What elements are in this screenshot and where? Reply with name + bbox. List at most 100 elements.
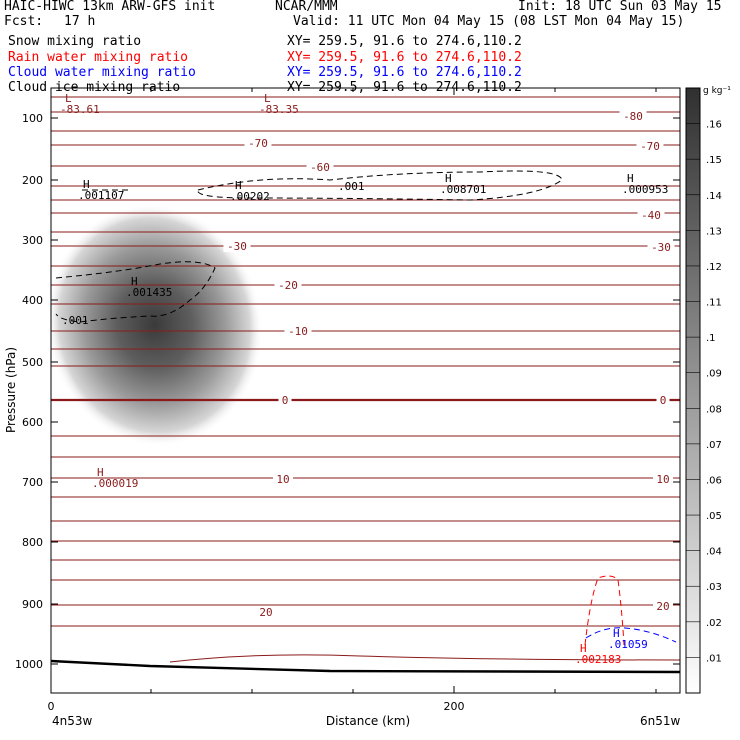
isotherm-line (169, 654, 680, 663)
y-tick-label: 300 (22, 234, 43, 247)
terrain-line (51, 659, 680, 674)
hl-value: -83.61 (60, 103, 100, 116)
isotherm-label: -60 (310, 161, 330, 174)
colorbar (685, 87, 701, 694)
hl-letter: H (131, 275, 138, 288)
isotherm-label: -10 (288, 325, 308, 338)
endpoint-right-label: 6n51w (640, 714, 681, 728)
field-xy-rain: XY= 259.5, 91.6 to 274.6,110.2 (287, 50, 522, 65)
colorbar-tick-label: .02 (706, 618, 722, 629)
colorbar-tick-label: .09 (706, 369, 722, 380)
colorbar-tick-label: .16 (706, 120, 722, 131)
hl-letter: H (83, 178, 90, 191)
header-fcst-value: 17 h (64, 14, 96, 29)
snow-contour (55, 261, 216, 323)
hl-letter: L (65, 92, 72, 105)
y-tick-label: 800 (22, 536, 43, 549)
hl-value: .001435 (126, 286, 172, 299)
colorbar-tick-label: .15 (706, 155, 722, 166)
hl-letter: H (613, 627, 620, 640)
isotherm-label-bg (278, 394, 292, 406)
field-label-cloud-water: Cloud water mixing ratio (8, 65, 196, 80)
isotherm-label: 20 (656, 600, 669, 613)
hl-value: .008701 (440, 183, 486, 196)
colorbar-tick-label: .11 (706, 298, 722, 309)
field-xy-cloud-water: XY= 259.5, 91.6 to 274.6,110.2 (287, 65, 522, 80)
hl-letter: H (627, 172, 634, 185)
contour-label: .001 (62, 314, 89, 327)
isotherm-label: 10 (656, 473, 669, 486)
isotherm-label-bg (619, 110, 647, 122)
colorbar-tick-label: .08 (706, 404, 722, 415)
hl-value: .002183 (575, 653, 621, 666)
isotherm-label: -70 (640, 140, 660, 153)
hl-value: .000019 (92, 477, 138, 490)
y-tick-label: 500 (22, 356, 43, 369)
x-tick-label: 0 (48, 700, 55, 713)
isotherm-label: -20 (278, 279, 298, 292)
isotherm-label-bg (636, 140, 664, 152)
isotherm-label: -30 (651, 241, 671, 254)
isotherm-label: -30 (227, 240, 247, 253)
isotherm-label-bg (274, 279, 302, 291)
hl-value: .00202 (230, 190, 270, 203)
isotherm-label-bg (256, 606, 276, 618)
header-fcst-label: Fcst: (4, 14, 44, 29)
isotherm-label-bg (653, 600, 673, 612)
colorbar-tick-label: .12 (706, 262, 722, 273)
hl-letter: L (264, 92, 271, 105)
colorbar-tick-label: .04 (706, 547, 722, 558)
field-label-snow: Snow mixing ratio (8, 34, 142, 49)
isotherm-label-bg (244, 137, 272, 149)
colorbar-tick-label: .14 (706, 191, 722, 202)
hl-value: .01059 (608, 638, 648, 651)
colorbar-tick-label: .13 (706, 226, 722, 237)
y-tick-label: 900 (22, 598, 43, 611)
y-tick-label: 700 (22, 476, 43, 489)
hl-letter: H (97, 466, 104, 479)
colorbar-unit: g kg⁻¹ (703, 86, 731, 96)
isotherm-label: 20 (259, 606, 272, 619)
rain-contour (584, 575, 625, 646)
field-label-rain: Rain water mixing ratio (8, 50, 189, 65)
isotherm-label-bg (637, 209, 665, 221)
isotherm-label-bg (284, 325, 312, 337)
isotherm-label: -80 (623, 110, 643, 123)
hl-value: -83.35 (259, 103, 299, 116)
y-tick-label: 600 (22, 416, 43, 429)
contour-label: .001 (338, 180, 365, 193)
isotherm-label-bg (656, 394, 670, 406)
isotherm-label-bg (273, 473, 293, 485)
endpoint-left-label: 4n53w (52, 714, 93, 728)
isotherm-label: -70 (248, 137, 268, 150)
isotherm-label-bg (653, 473, 673, 485)
colorbar-tick-label: .05 (706, 511, 722, 522)
hl-letter: H (580, 642, 587, 655)
isotherm-label-bg (306, 161, 334, 173)
snow-contour (197, 170, 563, 201)
isotherm-label: 0 (282, 394, 289, 407)
hl-letter: H (235, 179, 242, 192)
hl-value: .001107 (78, 189, 124, 202)
y-axis-label: Pressure (hPa) (4, 347, 18, 433)
y-tick-label: 400 (22, 294, 43, 307)
isotherm-label: 10 (276, 473, 289, 486)
field-xy-snow: XY= 259.5, 91.6 to 274.6,110.2 (287, 34, 522, 49)
y-tick-label: 1000 (15, 658, 43, 671)
colorbar-tick-label: .06 (706, 475, 722, 486)
isotherm-label-bg (647, 241, 675, 253)
header-valid: Valid: 11 UTC Mon 04 May 15 (08 LST Mon … (293, 14, 685, 29)
x-axis-label: Distance (km) (326, 714, 410, 728)
isotherm-label: -40 (641, 209, 661, 222)
isotherm-label: 0 (660, 394, 667, 407)
hl-letter: H (445, 172, 452, 185)
cloud-water-contour (585, 627, 677, 643)
header-title: HAIC-HIWC 13km ARW-GFS init (4, 0, 216, 14)
header-init: Init: 18 UTC Sun 03 May 15 (518, 0, 722, 14)
colorbar-tick-label: .03 (706, 582, 722, 593)
colorbar-tick-label: .01 (706, 653, 722, 664)
colorbar-tick-label: .07 (706, 440, 722, 451)
hl-value: .000953 (622, 183, 668, 196)
isotherm-label-bg (223, 240, 251, 252)
